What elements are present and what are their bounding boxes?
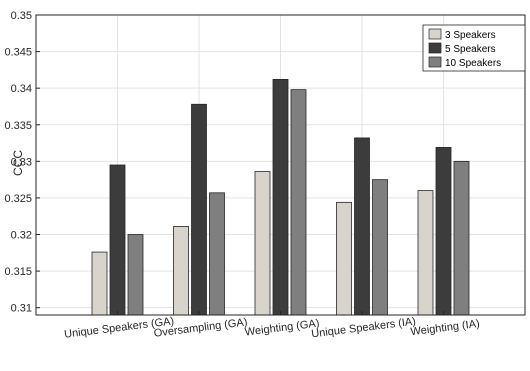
bar (372, 179, 388, 316)
y-tick-label: 0.35 (11, 10, 32, 22)
bars (91, 78, 470, 316)
y-tick-label: 0.31 (11, 303, 32, 315)
y-tick-label: 0.32 (11, 230, 32, 242)
x-tick-label: Unique Speakers (IA) (311, 316, 417, 341)
y-tick-label: 0.315 (4, 266, 32, 278)
bar (336, 201, 352, 316)
legend-swatch (428, 56, 442, 68)
bar (435, 147, 452, 316)
y-tick-label: 0.335 (4, 120, 32, 132)
legend-label: 3 Speakers (445, 30, 496, 41)
bar (354, 137, 370, 316)
y-tick-label: 0.33 (11, 156, 32, 168)
bar (453, 160, 470, 316)
bar (254, 171, 271, 316)
bar (272, 78, 289, 316)
legend-swatch (428, 28, 442, 40)
legend-swatch (428, 42, 442, 54)
bar (109, 164, 126, 316)
legend: 3 Speakers 5 Speakers 10 Speakers (422, 24, 526, 72)
y-axis-ticks: 0.31 0.315 0.32 0.325 0.33 0.335 0.34 0.345 0.35 (4, 10, 40, 315)
bar (191, 103, 207, 316)
legend-label: 10 Speakers (445, 58, 501, 69)
bar (127, 234, 144, 316)
x-tick-label: Weighting (GA) (244, 317, 320, 338)
bar (173, 226, 189, 316)
bar (290, 89, 307, 316)
y-axis-label: CCC (11, 150, 25, 176)
legend-label: 5 Speakers (445, 44, 496, 55)
x-tick-label: Weighting (IA) (410, 318, 480, 338)
bar (91, 251, 108, 316)
bar (209, 192, 225, 316)
y-tick-label: 0.34 (11, 83, 32, 95)
y-tick-label: 0.345 (4, 47, 32, 59)
bar (417, 190, 434, 316)
y-tick-label: 0.325 (4, 193, 32, 205)
